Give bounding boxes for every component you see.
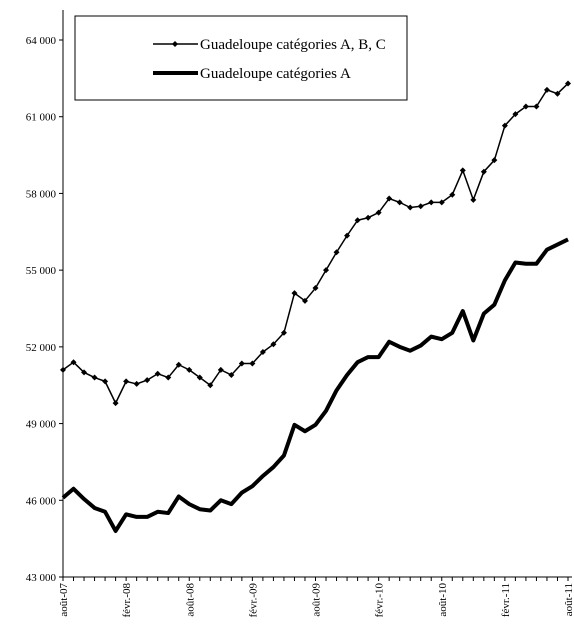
point-marker (123, 378, 130, 385)
y-tick-label: 55 000 (26, 265, 57, 277)
point-marker (144, 377, 151, 384)
point-marker (533, 103, 540, 110)
x-tick-label: févr.-11 (500, 583, 512, 617)
x-tick-label: août-11 (563, 583, 574, 616)
legend-label: Guadeloupe catégories A (200, 66, 351, 82)
point-marker (459, 167, 466, 174)
point-marker (386, 195, 393, 202)
point-marker (228, 371, 235, 378)
point-marker (291, 290, 298, 297)
y-tick-label: 46 000 (26, 495, 57, 507)
point-marker (449, 191, 456, 198)
point-marker (554, 90, 561, 97)
point-marker (186, 366, 193, 373)
point-marker (154, 370, 161, 377)
y-tick-label: 61 000 (26, 112, 57, 124)
point-marker (102, 378, 109, 385)
point-marker (238, 360, 245, 367)
point-marker (133, 380, 140, 387)
point-marker (417, 203, 424, 210)
point-marker (165, 374, 172, 381)
x-tick-label: août-09 (311, 583, 323, 617)
legend (74, 15, 408, 101)
point-marker (491, 157, 498, 164)
point-marker (60, 366, 66, 373)
point-marker (217, 366, 224, 373)
point-marker (407, 204, 414, 211)
point-marker (375, 209, 382, 216)
point-marker (344, 232, 351, 239)
x-tick-label: août-07 (58, 583, 70, 617)
x-tick-label: févr.-08 (121, 583, 133, 618)
point-marker (428, 199, 435, 206)
legend-marker (172, 41, 178, 47)
point-marker (81, 369, 88, 376)
point-marker (438, 199, 445, 206)
point-marker (91, 374, 98, 381)
y-tick-label: 64 000 (26, 35, 57, 47)
point-marker (480, 168, 487, 175)
x-tick-label: févr.-09 (247, 583, 259, 618)
point-marker (175, 361, 182, 368)
x-tick-label: août-10 (437, 583, 449, 617)
point-marker (112, 400, 119, 407)
point-marker (259, 348, 266, 355)
point-marker (196, 374, 203, 381)
point-marker (323, 267, 330, 274)
y-tick-label: 52 000 (26, 342, 57, 354)
point-marker (543, 86, 550, 93)
series-line (61, 237, 569, 533)
legend-label: Guadeloupe catégories A, B, C (200, 37, 386, 53)
x-tick-label: févr.-10 (374, 583, 386, 618)
point-marker (565, 80, 571, 87)
series-line (62, 82, 569, 404)
point-marker (501, 122, 508, 129)
point-marker (333, 249, 340, 256)
x-tick-label: août-08 (184, 583, 196, 617)
point-marker (280, 329, 287, 336)
point-marker (365, 214, 372, 221)
point-marker (301, 297, 308, 304)
y-tick-label: 43 000 (26, 572, 57, 584)
point-marker (396, 199, 403, 206)
point-marker (354, 217, 361, 224)
point-marker (512, 111, 519, 118)
point-marker (522, 103, 529, 110)
point-marker (470, 196, 477, 203)
y-tick-label: 49 000 (26, 419, 57, 431)
y-tick-label: 58 000 (26, 188, 57, 200)
point-marker (207, 382, 214, 389)
point-marker (312, 285, 319, 292)
point-marker (270, 341, 277, 348)
point-marker (70, 359, 77, 366)
point-marker (249, 360, 256, 367)
